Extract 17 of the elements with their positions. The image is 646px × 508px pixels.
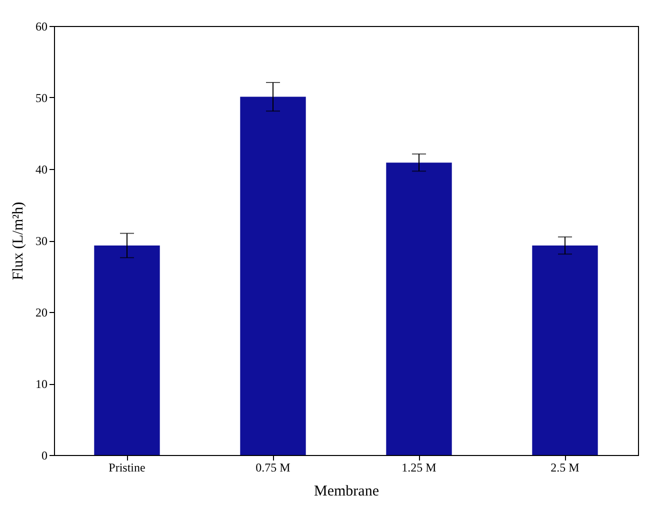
y-tick-label: 40 xyxy=(36,162,48,176)
x-tick-label: Pristine xyxy=(108,460,146,474)
x-axis-title: Membrane xyxy=(314,484,380,500)
y-tick-label: 20 xyxy=(36,306,48,320)
x-tick-label: 1.25 M xyxy=(402,460,437,474)
bar xyxy=(240,96,306,455)
y-axis-title: Flux (L/m²h) xyxy=(10,202,26,280)
y-tick-label: 10 xyxy=(36,377,48,391)
bar xyxy=(386,162,452,455)
y-tick-label: 60 xyxy=(36,20,48,34)
y-tick-label: 50 xyxy=(36,91,48,105)
bar xyxy=(532,246,598,455)
bar xyxy=(94,246,160,455)
x-tick-label: 0.75 M xyxy=(256,460,291,474)
y-tick-label: 0 xyxy=(42,448,48,462)
x-tick-label: 2.5 M xyxy=(550,460,580,474)
y-tick-label: 30 xyxy=(36,234,48,248)
